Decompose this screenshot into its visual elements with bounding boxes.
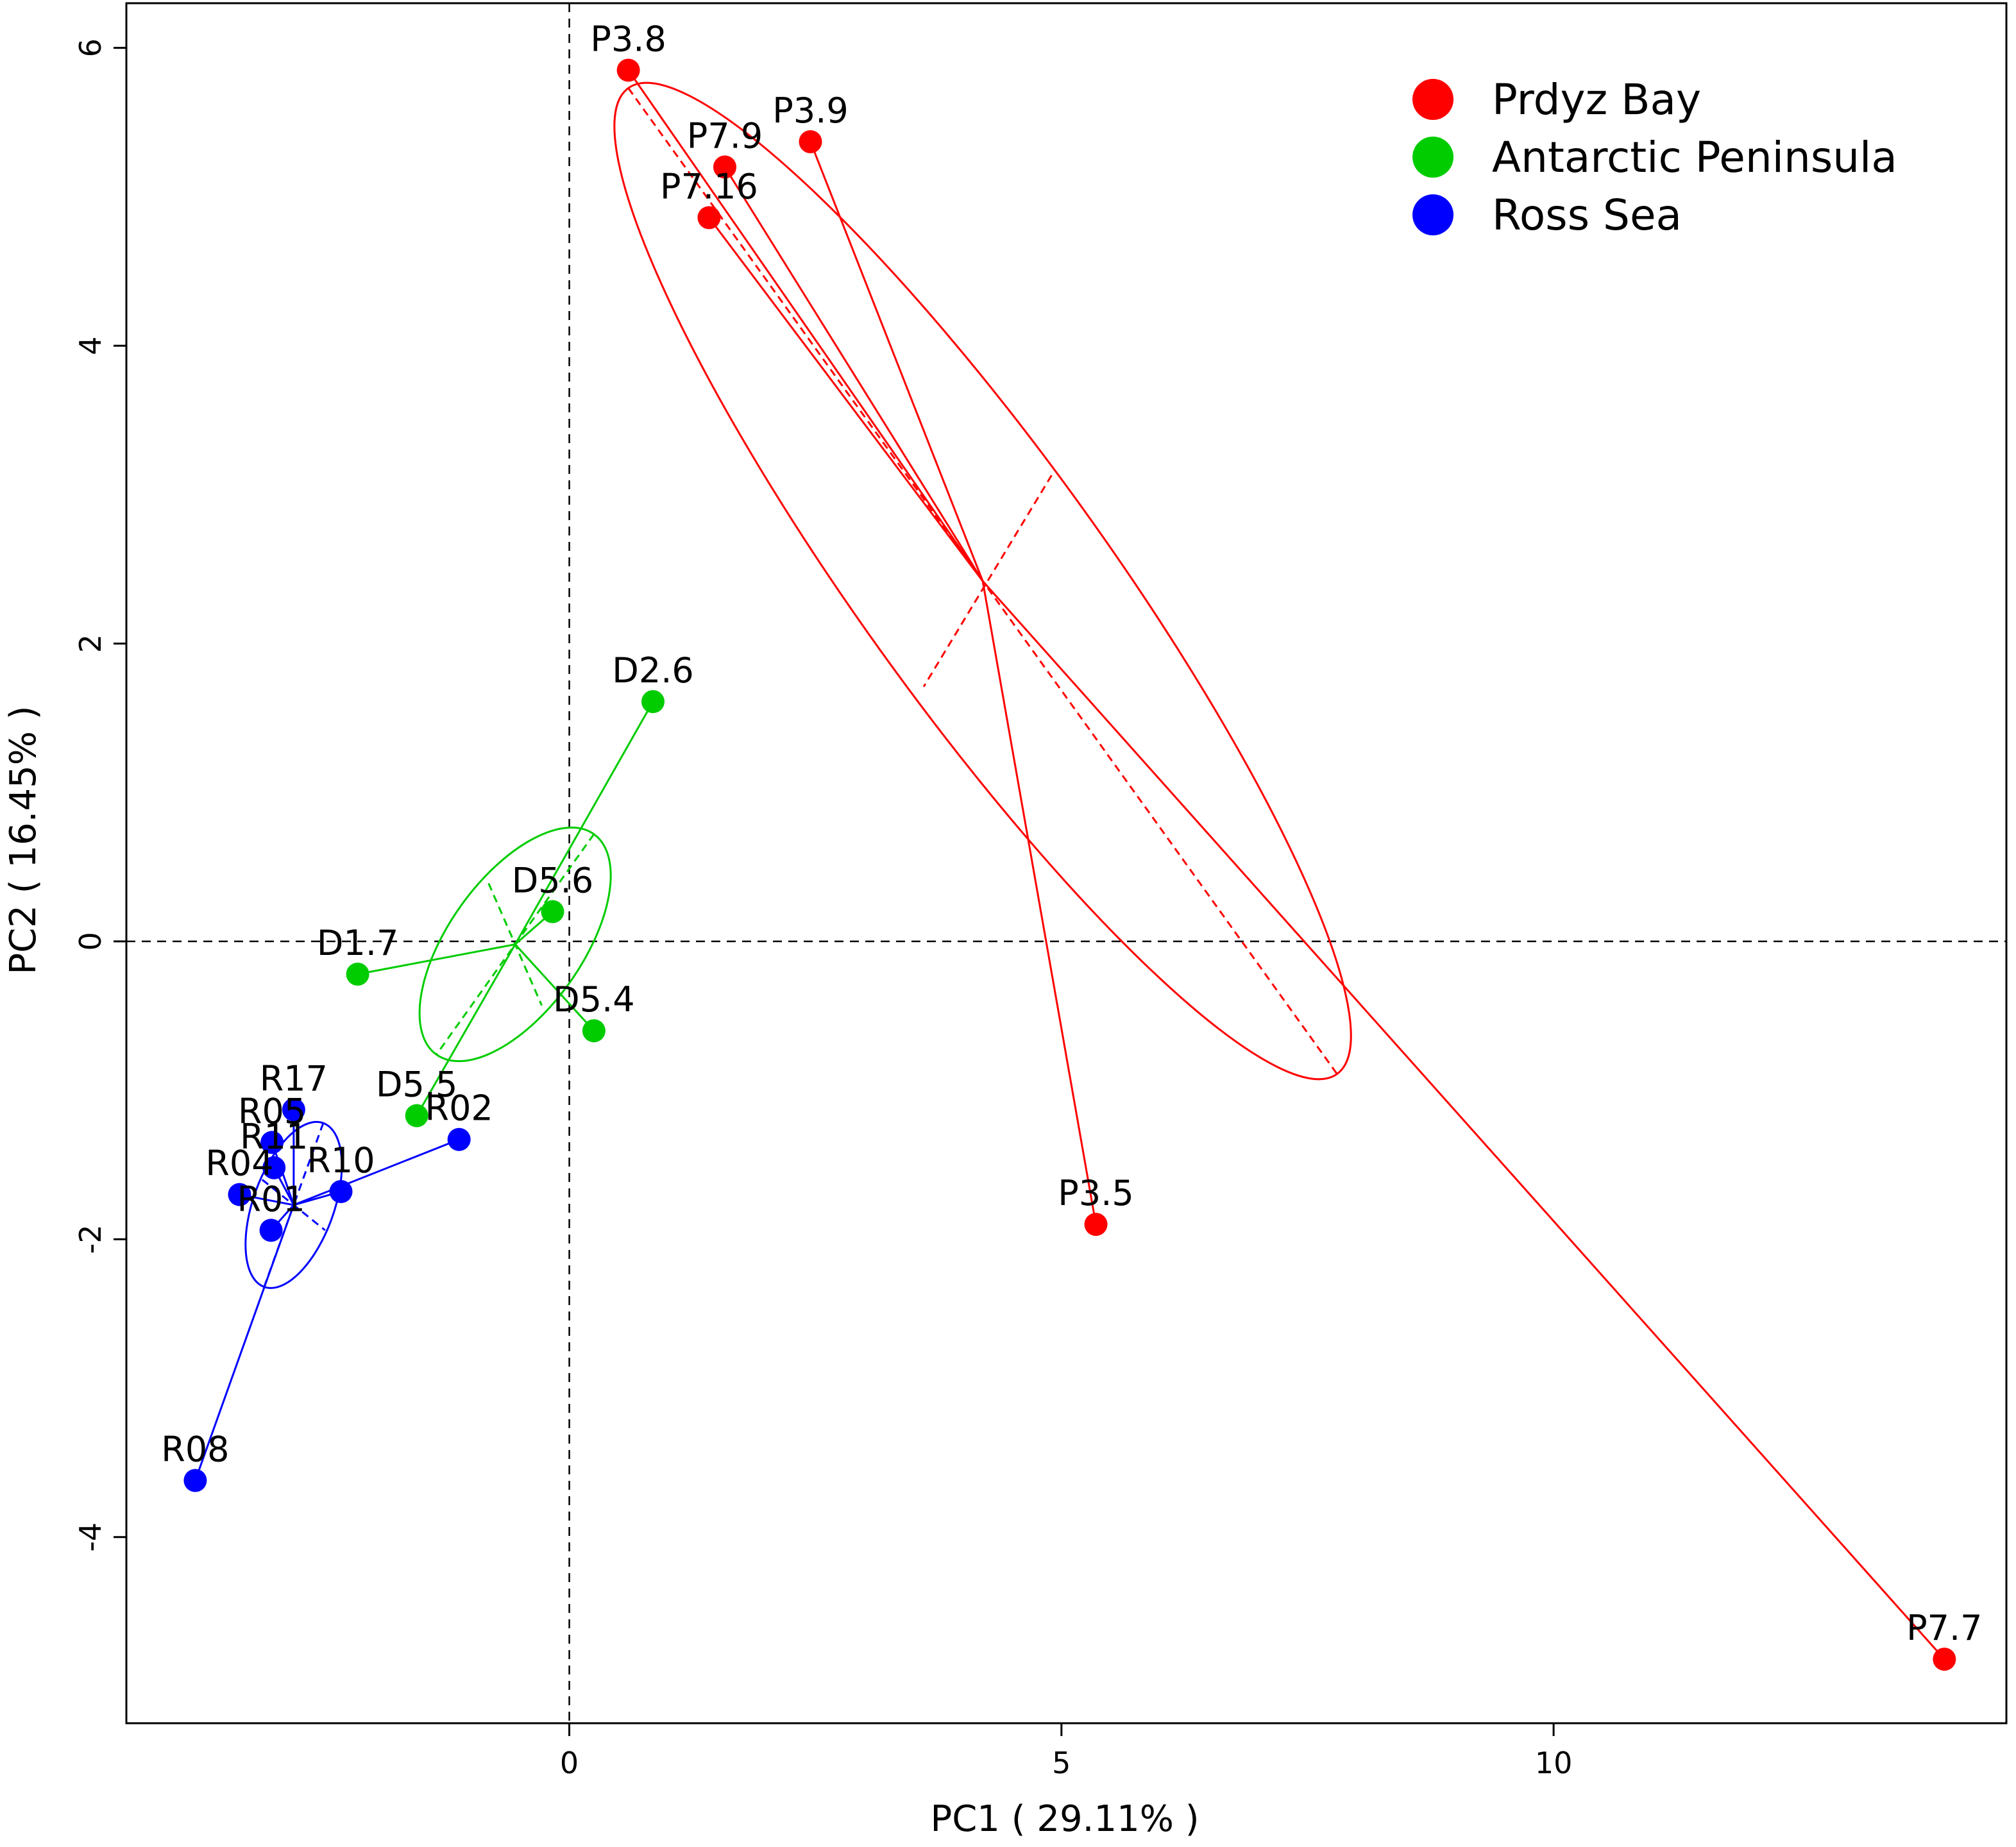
y-tick-label: 2: [73, 634, 108, 653]
point-d2-6: [641, 690, 665, 714]
point-label-r05: R05: [238, 1091, 306, 1131]
point-r05: [260, 1131, 284, 1154]
point-label-d1-7: D1.7: [317, 923, 398, 963]
point-r17: [282, 1098, 305, 1122]
y-tick-label: -2: [73, 1224, 108, 1254]
x-tick-label: 10: [1535, 1746, 1573, 1780]
point-p7-16: [697, 206, 721, 230]
spider-line-p7-7: [981, 580, 1945, 1660]
point-r10: [329, 1180, 353, 1204]
point-d5-5: [405, 1104, 428, 1127]
legend-marker-antarctic-peninsula: [1412, 137, 1454, 178]
ross-sea-ellipse-minor-axis: [261, 1179, 326, 1231]
y-tick-label: -4: [73, 1522, 108, 1552]
spider-line-d5-4: [514, 943, 595, 1032]
spider-line-p3-5: [981, 580, 1097, 1225]
spider-line-p7-9: [724, 166, 984, 582]
point-p3-5: [1084, 1213, 1108, 1236]
data-points: [183, 58, 1956, 1671]
point-label-r01: R01: [237, 1179, 305, 1219]
point-p3-8: [616, 58, 640, 82]
point-p7-7: [1933, 1648, 1956, 1671]
group-overlays: [194, 69, 1945, 1660]
axes: 0 5 10 -4 -2 0 2 4 6: [73, 38, 1572, 1780]
y-tick-label: 6: [73, 38, 108, 57]
point-label-p7-7: P7.7: [1906, 1608, 1982, 1648]
point-r11: [262, 1156, 286, 1179]
reference-lines: [126, 3, 2006, 1723]
point-label-r04: R04: [205, 1143, 273, 1184]
point-p3-9: [799, 130, 822, 153]
point-label-r10: R10: [307, 1140, 375, 1181]
x-tick-label: 0: [560, 1746, 579, 1780]
point-label-r08: R08: [161, 1430, 229, 1470]
prdyz-bay-ellipse-minor-axis: [922, 475, 1053, 687]
spider-line-d1-7: [357, 943, 516, 975]
y-axis-title: PC2 ( 16.45% ): [3, 705, 44, 974]
point-r01: [259, 1219, 283, 1242]
point-label-p3-8: P3.8: [590, 19, 666, 59]
point-labels: P3.8 P3.9P7.9 P7.16 P3.5 P7.7 D2.6 D5.6 D1.7 D5.…: [161, 19, 1982, 1648]
point-label-d5-5: D5.5: [376, 1065, 457, 1105]
spider-line-r02: [293, 1138, 460, 1206]
spider-line-d5-5: [416, 943, 516, 1117]
y-tick-label: 0: [73, 932, 108, 950]
point-label-r02: R02: [425, 1088, 493, 1129]
x-axis-title: PC1 ( 29.11% ): [930, 1798, 1199, 1840]
point-d1-7: [346, 962, 369, 986]
legend-label-antarctic-peninsula: Antarctic Peninsula: [1492, 133, 1897, 182]
point-d5-6: [541, 900, 564, 924]
point-r04: [228, 1183, 251, 1206]
point-r02: [447, 1127, 471, 1151]
point-d5-4: [582, 1019, 606, 1043]
point-r08: [183, 1469, 207, 1492]
ross-sea-ellipse-major-axis: [263, 1122, 325, 1288]
legend-marker-prdyz-bay: [1412, 79, 1454, 120]
point-label-r11: R11: [240, 1117, 308, 1157]
spider-line-d2-6: [514, 701, 654, 945]
antarctic-peninsula-ellipse-minor-axis: [487, 882, 543, 1006]
point-label-r17: R17: [260, 1058, 328, 1099]
point-label-d5-4: D5.4: [553, 979, 634, 1020]
point-label-p3-9: P3.9: [772, 90, 848, 131]
spider-line-p7-16: [708, 217, 984, 582]
legend-label-ross-sea: Ross Sea: [1492, 190, 1682, 240]
y-tick-label: 4: [73, 336, 108, 355]
legend: Prdyz Bay Antarctic Peninsula Ross Sea: [1412, 75, 1897, 240]
spider-line-p3-8: [627, 69, 984, 582]
point-label-p3-5: P3.5: [1058, 1173, 1133, 1213]
spider-line-p3-9: [809, 141, 984, 582]
x-tick-label: 5: [1052, 1746, 1071, 1780]
prdyz-bay-ellipse-major-axis: [627, 87, 1338, 1075]
point-label-d5-6: D5.6: [512, 860, 593, 900]
point-label-d2-6: D2.6: [612, 650, 693, 691]
legend-marker-ross-sea: [1412, 194, 1454, 235]
point-p7-9: [713, 155, 737, 179]
point-label-p7-16: P7.16: [660, 166, 758, 207]
legend-label-prdyz-bay: Prdyz Bay: [1492, 75, 1701, 124]
plot-frame: [125, 2, 2008, 1725]
point-label-p7-9: P7.9: [687, 115, 763, 156]
